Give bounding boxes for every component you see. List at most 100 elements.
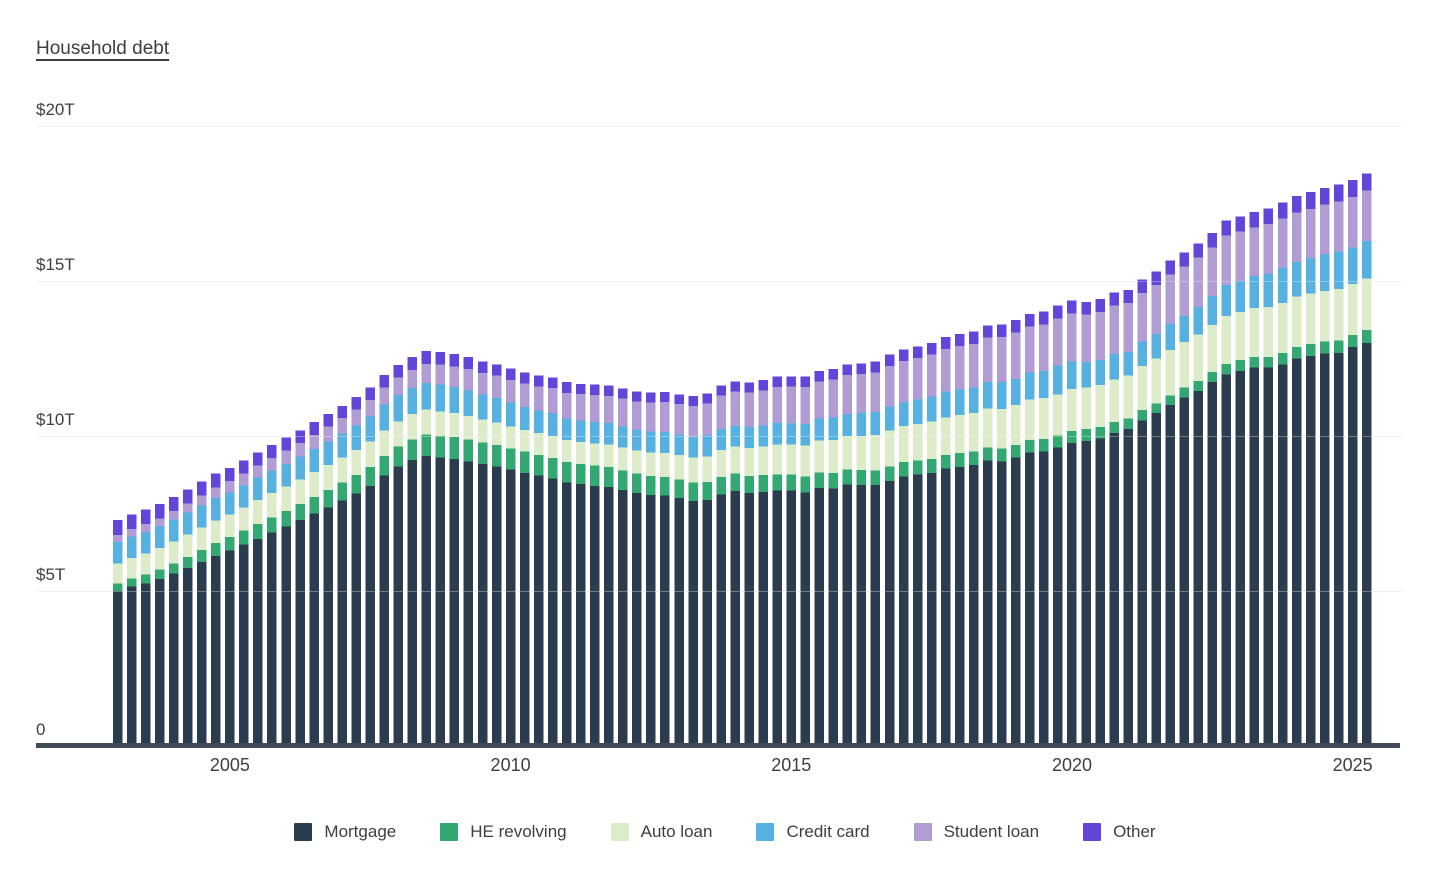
bar-segment[interactable]: [604, 444, 614, 468]
bar-segment[interactable]: [309, 513, 319, 744]
bar-segment[interactable]: [1347, 180, 1358, 197]
bar-segment[interactable]: [1165, 260, 1175, 275]
bar-segment[interactable]: [253, 477, 263, 501]
bar-segment[interactable]: [828, 473, 839, 489]
bar-segment[interactable]: [786, 444, 797, 475]
bar-segment[interactable]: [898, 349, 909, 361]
bar-segment[interactable]: [604, 422, 614, 445]
bar-segment[interactable]: [926, 459, 937, 474]
bar-segment[interactable]: [730, 473, 740, 492]
bar-segment[interactable]: [561, 439, 572, 462]
bar-segment[interactable]: [477, 419, 488, 443]
bar-segment[interactable]: [1011, 444, 1021, 458]
bar-segment[interactable]: [688, 482, 698, 501]
bar-segment[interactable]: [1025, 372, 1035, 400]
bar-segment[interactable]: [365, 466, 375, 486]
bar-segment[interactable]: [421, 363, 432, 383]
bar-segment[interactable]: [898, 360, 909, 403]
bar-segment[interactable]: [1347, 334, 1358, 348]
bar-segment[interactable]: [1011, 378, 1021, 406]
bar-segment[interactable]: [239, 460, 249, 474]
bar-segment[interactable]: [702, 393, 712, 404]
bar-segment[interactable]: [1109, 292, 1119, 306]
bar-segment[interactable]: [716, 450, 726, 477]
bar-segment[interactable]: [533, 454, 544, 476]
bar-segment[interactable]: [632, 391, 642, 402]
bar-segment[interactable]: [421, 382, 432, 410]
bar-segment[interactable]: [1277, 353, 1288, 365]
bar-segment[interactable]: [997, 409, 1007, 449]
bar-segment[interactable]: [604, 487, 614, 744]
bar-segment[interactable]: [1137, 341, 1147, 367]
bar-segment[interactable]: [800, 423, 811, 446]
bar-segment[interactable]: [1053, 394, 1063, 436]
bar-segment[interactable]: [870, 361, 881, 373]
bar-segment[interactable]: [463, 390, 474, 417]
bar-segment[interactable]: [225, 550, 235, 744]
bar-segment[interactable]: [1249, 357, 1260, 368]
bar-segment[interactable]: [632, 450, 642, 474]
bar-segment[interactable]: [449, 412, 460, 437]
bar-segment[interactable]: [758, 446, 768, 476]
bar-segment[interactable]: [870, 470, 881, 486]
bar-segment[interactable]: [491, 444, 502, 467]
bar-segment[interactable]: [997, 448, 1007, 462]
bar-segment[interactable]: [421, 456, 432, 744]
bar-segment[interactable]: [463, 439, 474, 462]
bar-segment[interactable]: [1319, 187, 1330, 205]
bar-segment[interactable]: [168, 563, 179, 574]
bar-segment[interactable]: [491, 364, 502, 376]
bar-segment[interactable]: [1305, 208, 1316, 259]
bar-segment[interactable]: [211, 473, 221, 488]
bar-segment[interactable]: [393, 377, 404, 395]
bar-segment[interactable]: [154, 504, 165, 519]
bar-segment[interactable]: [646, 402, 656, 432]
bar-segment[interactable]: [295, 504, 305, 521]
bar-segment[interactable]: [393, 446, 404, 467]
bar-segment[interactable]: [1249, 367, 1260, 744]
bar-segment[interactable]: [1333, 340, 1344, 354]
bar-segment[interactable]: [1333, 289, 1344, 341]
bar-segment[interactable]: [968, 331, 979, 344]
bar-segment[interactable]: [1305, 344, 1316, 356]
bar-segment[interactable]: [337, 457, 347, 483]
bar-segment[interactable]: [197, 481, 207, 496]
bar-segment[interactable]: [884, 481, 895, 744]
bar-segment[interactable]: [407, 387, 418, 415]
bar-segment[interactable]: [1221, 374, 1232, 744]
bar-segment[interactable]: [1039, 438, 1049, 452]
bar-segment[interactable]: [1095, 385, 1105, 428]
bar-segment[interactable]: [112, 590, 123, 744]
bar-segment[interactable]: [267, 470, 277, 494]
bar-segment[interactable]: [940, 391, 951, 418]
legend-item-he-revolving[interactable]: HE revolving: [440, 822, 567, 842]
bar-segment[interactable]: [856, 413, 867, 436]
bar-segment[interactable]: [449, 366, 460, 387]
bar-segment[interactable]: [1221, 235, 1232, 286]
bar-segment[interactable]: [1235, 231, 1246, 282]
bar-segment[interactable]: [1319, 353, 1330, 744]
bar-segment[interactable]: [519, 383, 530, 408]
bar-segment[interactable]: [1333, 251, 1344, 290]
bar-segment[interactable]: [940, 468, 951, 744]
bar-segment[interactable]: [267, 493, 277, 518]
bar-segment[interactable]: [576, 441, 586, 464]
bar-segment[interactable]: [1333, 353, 1344, 744]
bar-segment[interactable]: [140, 524, 151, 532]
bar-segment[interactable]: [309, 472, 319, 497]
bar-segment[interactable]: [211, 556, 221, 744]
bar-segment[interactable]: [983, 337, 993, 383]
bar-segment[interactable]: [1347, 347, 1358, 744]
bar-segment[interactable]: [772, 444, 783, 475]
bar-segment[interactable]: [168, 573, 179, 745]
bar-segment[interactable]: [674, 403, 684, 435]
bar-segment[interactable]: [1151, 413, 1161, 744]
bar-segment[interactable]: [1123, 429, 1133, 744]
bar-segment[interactable]: [646, 476, 656, 496]
bar-segment[interactable]: [337, 482, 347, 501]
bar-segment[interactable]: [253, 465, 263, 478]
bar-segment[interactable]: [1095, 438, 1105, 744]
bar-segment[interactable]: [183, 534, 193, 557]
bar-segment[interactable]: [547, 478, 558, 744]
bar-segment[interactable]: [590, 421, 600, 444]
